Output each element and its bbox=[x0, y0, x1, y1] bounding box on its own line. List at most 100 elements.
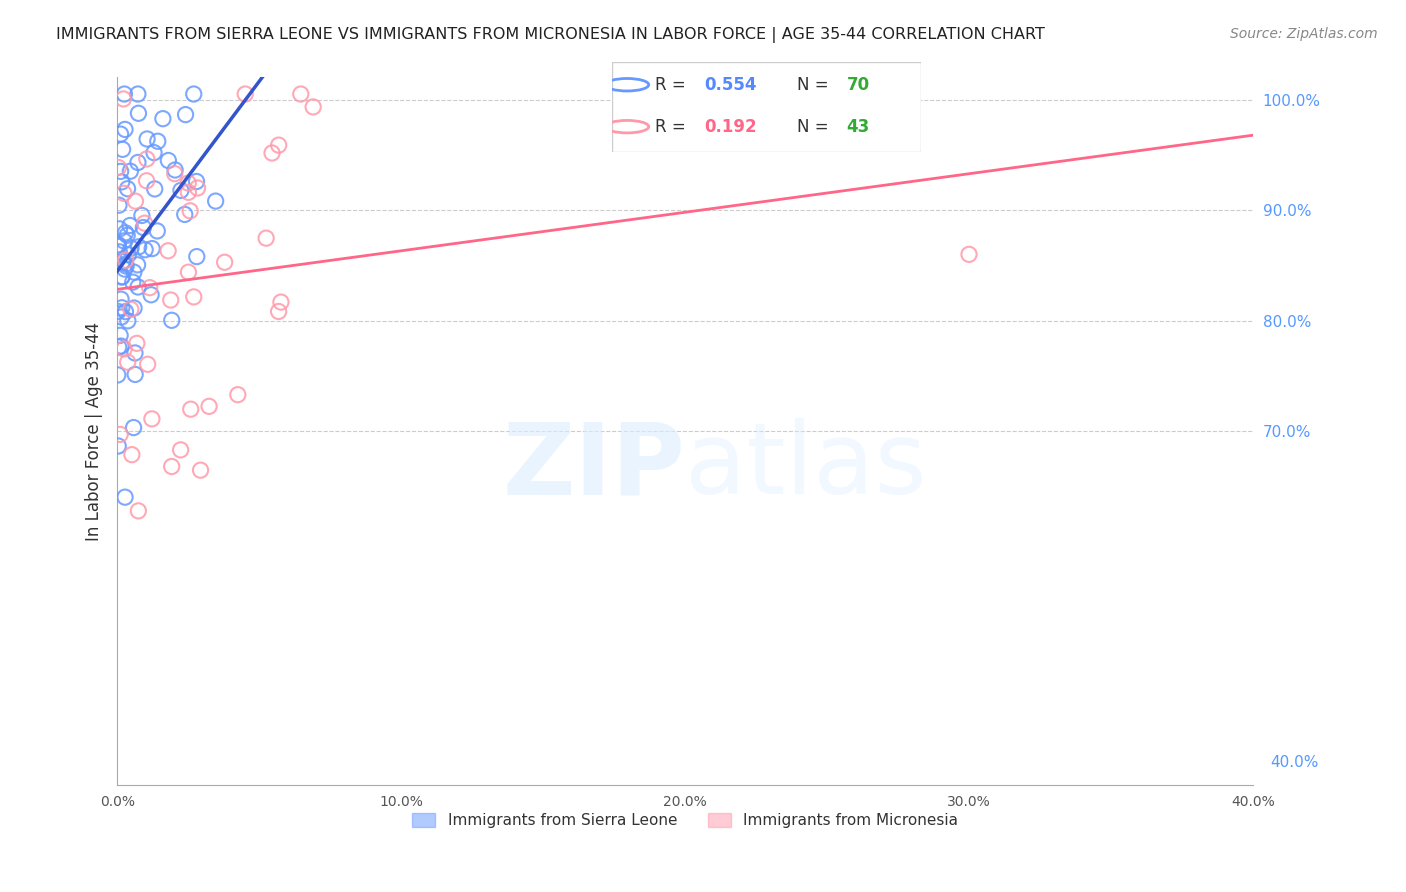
Text: N =: N = bbox=[797, 76, 834, 94]
Point bbox=[139, 287, 162, 301]
Text: 43: 43 bbox=[846, 118, 870, 136]
Point bbox=[110, 310, 132, 324]
Point bbox=[163, 167, 186, 181]
Point bbox=[141, 242, 163, 256]
Point bbox=[290, 87, 312, 101]
Point bbox=[111, 254, 134, 268]
Point bbox=[254, 231, 277, 245]
Text: N =: N = bbox=[797, 118, 834, 136]
Point bbox=[138, 280, 160, 294]
Point bbox=[107, 304, 129, 318]
Point bbox=[112, 234, 135, 248]
Legend: Immigrants from Sierra Leone, Immigrants from Micronesia: Immigrants from Sierra Leone, Immigrants… bbox=[406, 806, 965, 834]
Point bbox=[124, 346, 146, 360]
Point bbox=[122, 265, 145, 279]
Point bbox=[186, 174, 208, 188]
Text: 70: 70 bbox=[846, 76, 870, 94]
Point bbox=[108, 328, 131, 343]
Point bbox=[122, 301, 145, 315]
Point bbox=[122, 420, 145, 434]
Point bbox=[108, 244, 131, 259]
Y-axis label: In Labor Force | Age 35-44: In Labor Force | Age 35-44 bbox=[86, 322, 103, 541]
Point bbox=[127, 280, 149, 294]
Point bbox=[110, 164, 132, 178]
Point bbox=[131, 209, 153, 223]
Point bbox=[146, 224, 169, 238]
Point bbox=[134, 216, 156, 230]
Point bbox=[177, 176, 200, 190]
Point bbox=[157, 244, 180, 258]
Point bbox=[128, 240, 150, 254]
Point bbox=[112, 92, 135, 106]
Point bbox=[136, 132, 159, 146]
Text: 0.554: 0.554 bbox=[704, 76, 756, 94]
Point bbox=[112, 342, 135, 356]
Point bbox=[233, 87, 256, 101]
Point bbox=[111, 142, 134, 156]
Point bbox=[260, 146, 283, 161]
Point bbox=[124, 368, 146, 382]
Point bbox=[107, 340, 129, 354]
Point bbox=[135, 152, 157, 166]
Point bbox=[127, 155, 149, 169]
Point bbox=[302, 100, 325, 114]
Point bbox=[107, 237, 129, 252]
Point bbox=[136, 357, 159, 371]
Point bbox=[177, 186, 200, 200]
Point bbox=[957, 247, 980, 261]
Text: IMMIGRANTS FROM SIERRA LEONE VS IMMIGRANTS FROM MICRONESIA IN LABOR FORCE | AGE : IMMIGRANTS FROM SIERRA LEONE VS IMMIGRAN… bbox=[56, 27, 1045, 43]
Point bbox=[115, 228, 138, 243]
Point bbox=[107, 239, 129, 253]
Point bbox=[114, 257, 136, 271]
Point bbox=[110, 127, 132, 141]
Point bbox=[114, 226, 136, 240]
Point bbox=[134, 243, 156, 257]
Point bbox=[108, 198, 131, 212]
Point bbox=[146, 134, 169, 148]
Point bbox=[186, 250, 208, 264]
Point bbox=[117, 248, 139, 262]
Point bbox=[204, 194, 226, 208]
Point bbox=[111, 270, 134, 285]
Point bbox=[112, 186, 135, 201]
Point bbox=[118, 219, 141, 233]
Text: R =: R = bbox=[655, 76, 690, 94]
Point bbox=[117, 182, 139, 196]
Point bbox=[115, 259, 138, 273]
Point bbox=[120, 164, 142, 178]
Point bbox=[159, 293, 181, 307]
Point bbox=[174, 107, 197, 121]
Point bbox=[173, 207, 195, 221]
Point bbox=[107, 368, 129, 382]
Point bbox=[226, 387, 249, 401]
Point bbox=[177, 265, 200, 279]
Point bbox=[108, 427, 131, 442]
Point bbox=[111, 269, 134, 284]
Point bbox=[114, 304, 136, 318]
Point bbox=[117, 314, 139, 328]
Point bbox=[111, 301, 134, 315]
Point bbox=[165, 163, 187, 178]
Point bbox=[160, 313, 183, 327]
Point bbox=[169, 442, 191, 457]
Point bbox=[132, 220, 155, 235]
Point bbox=[110, 292, 132, 306]
Text: 40.0%: 40.0% bbox=[1270, 756, 1319, 771]
Point bbox=[114, 253, 136, 268]
Point bbox=[180, 402, 202, 417]
Point bbox=[135, 174, 157, 188]
Point bbox=[124, 194, 146, 209]
Point bbox=[186, 181, 208, 195]
Point bbox=[198, 400, 221, 414]
Point bbox=[270, 295, 292, 310]
Text: Source: ZipAtlas.com: Source: ZipAtlas.com bbox=[1230, 27, 1378, 41]
Point bbox=[111, 175, 134, 189]
Point bbox=[127, 87, 149, 101]
Text: 0.192: 0.192 bbox=[704, 118, 756, 136]
Point bbox=[114, 262, 136, 277]
Point bbox=[214, 255, 236, 269]
Point bbox=[121, 275, 143, 289]
Point bbox=[267, 304, 290, 318]
Point bbox=[121, 448, 143, 462]
Point bbox=[160, 459, 183, 474]
